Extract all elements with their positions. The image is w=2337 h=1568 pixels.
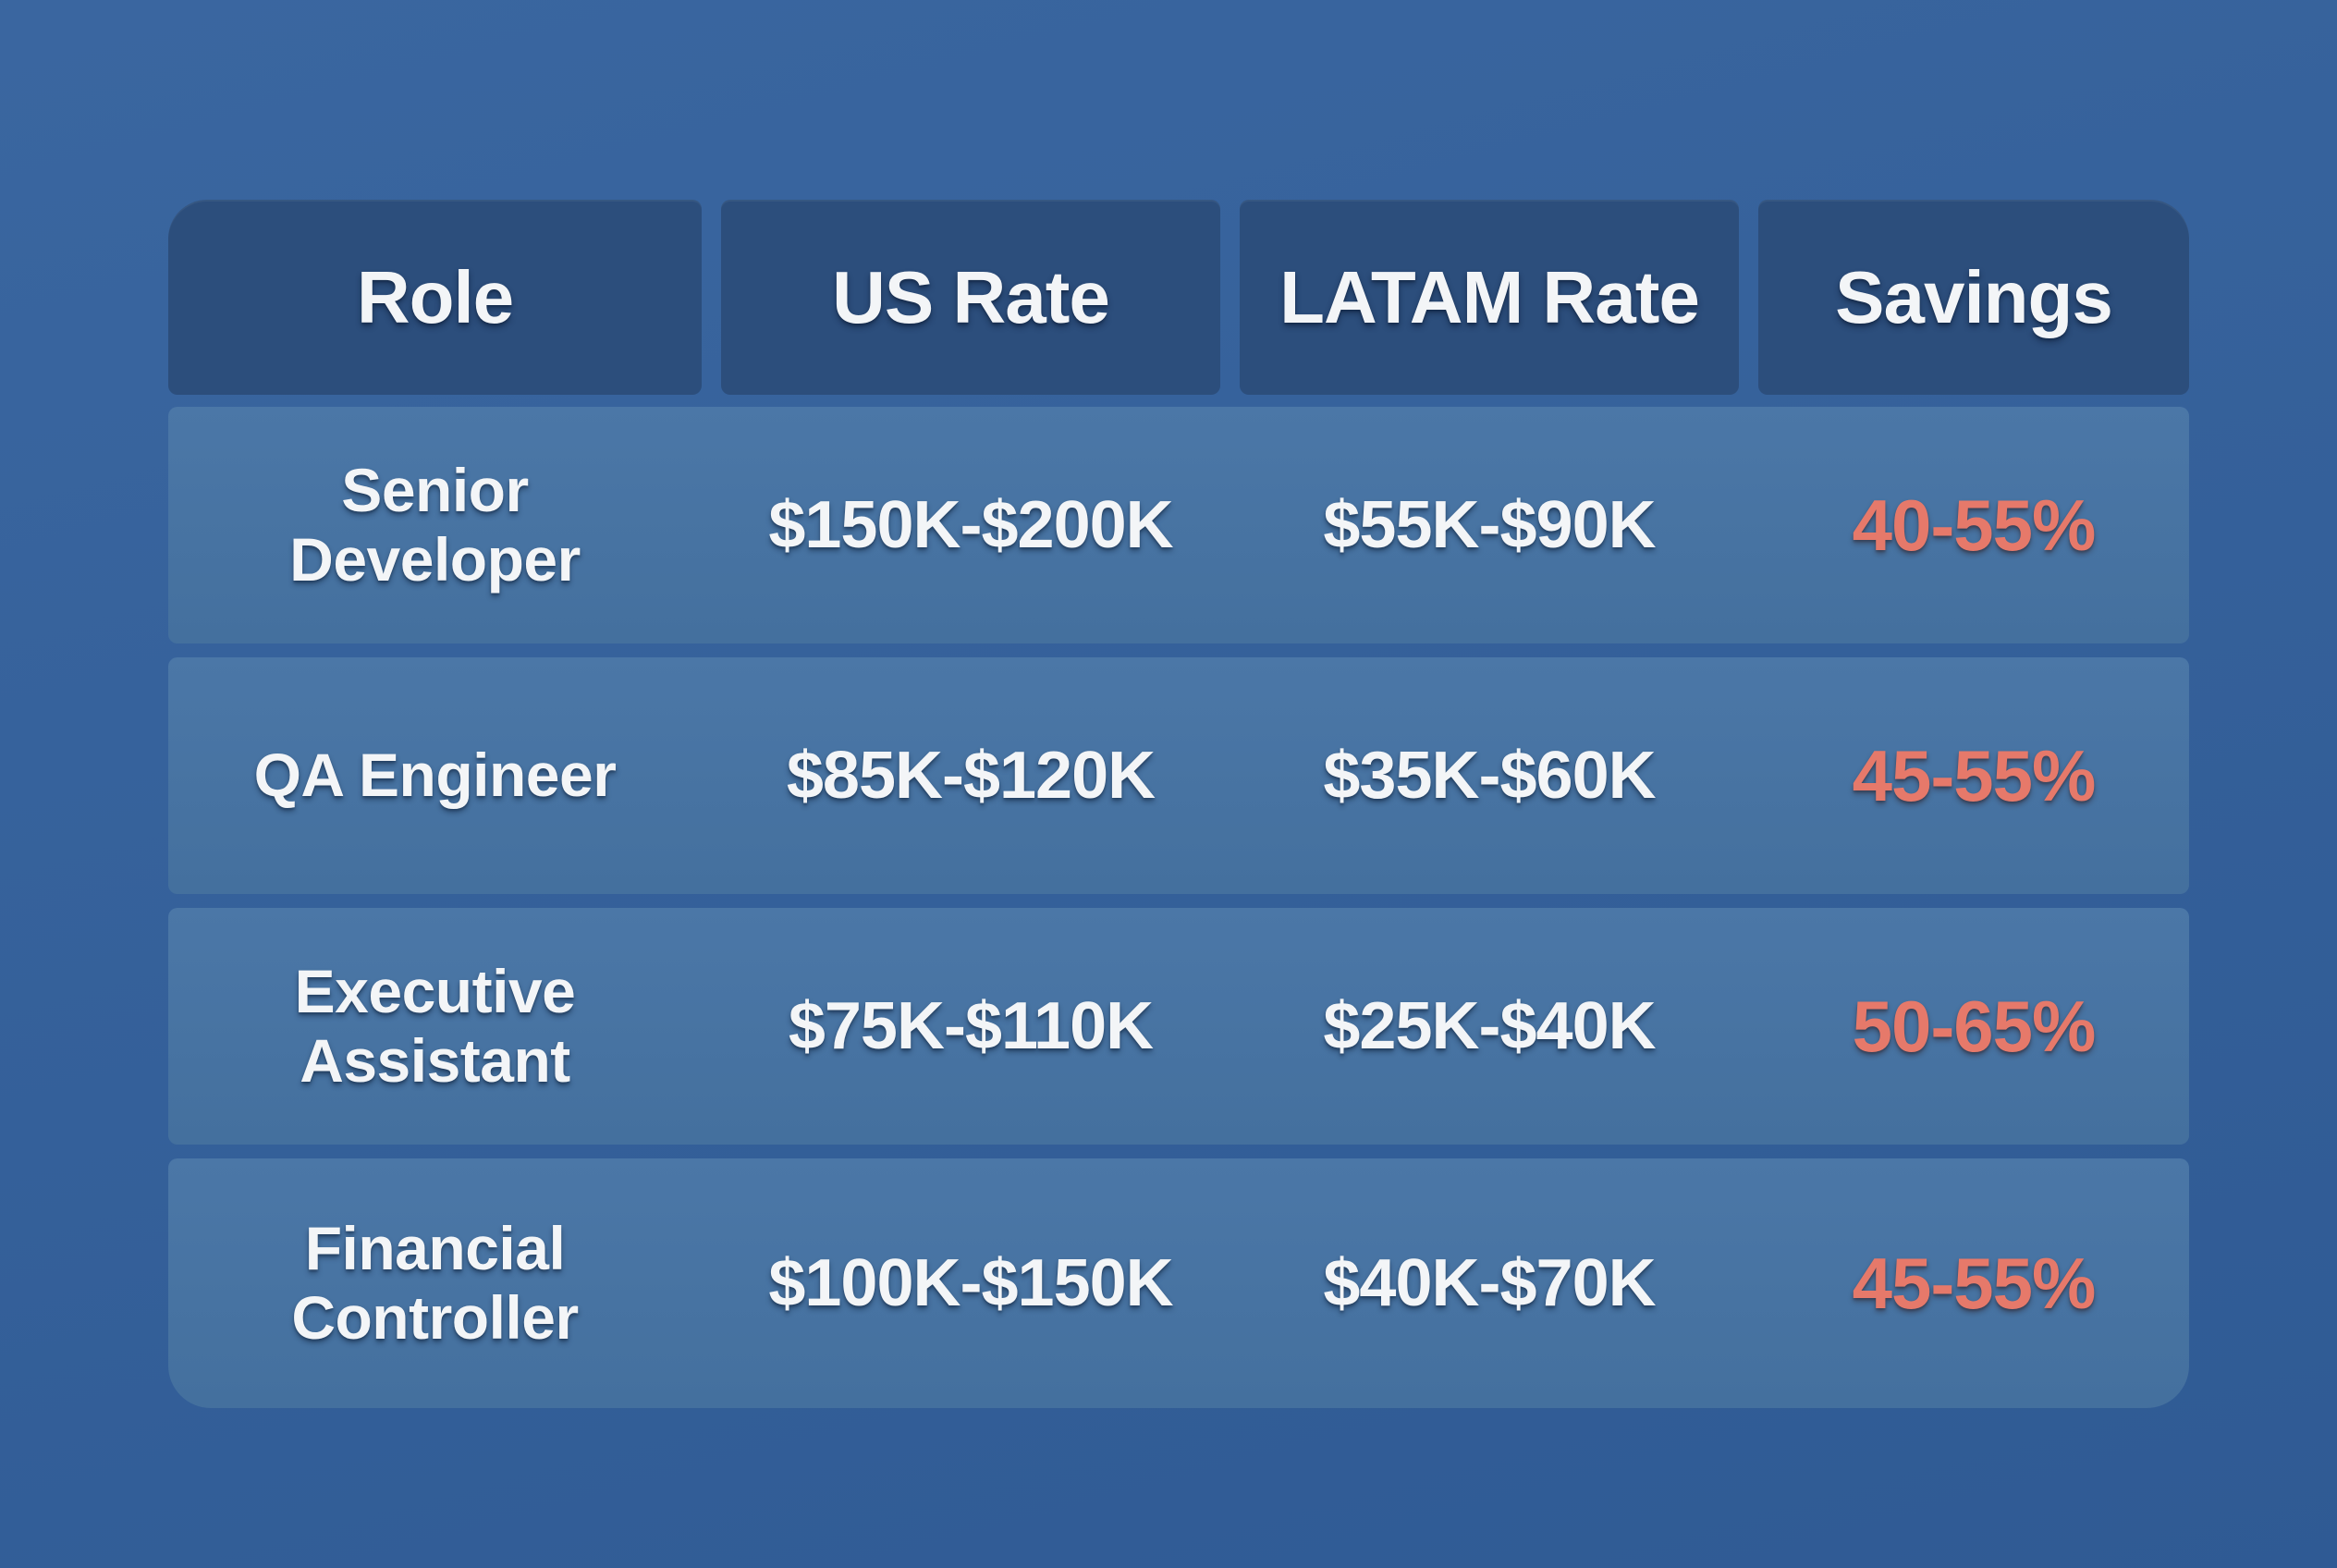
column-header-label: Savings <box>1835 255 2113 338</box>
us-rate-value: $75K-$110K <box>788 989 1154 1063</box>
table-row: QA Engineer $85K-$120K $35K-$60K 45-55% <box>168 657 2189 894</box>
savings-cell: 45-55% <box>1758 1158 2189 1408</box>
us-rate-cell: $150K-$200K <box>721 407 1220 643</box>
role-cell: Financial Controller <box>168 1158 702 1408</box>
savings-value: 45-55% <box>1852 734 2097 816</box>
column-header-role: Role <box>168 200 702 395</box>
savings-cell: 45-55% <box>1758 657 2189 894</box>
us-rate-cell: $85K-$120K <box>721 657 1220 894</box>
column-header-label: Role <box>356 255 514 338</box>
savings-value: 50-65% <box>1852 985 2097 1067</box>
latam-rate-value: $55K-$90K <box>1323 488 1656 562</box>
us-rate-value: $100K-$150K <box>768 1246 1173 1320</box>
column-header-label: US Rate <box>832 255 1110 338</box>
role-cell: Executive Assistant <box>168 908 702 1145</box>
latam-rate-cell: $25K-$40K <box>1240 908 1739 1145</box>
savings-value: 40-55% <box>1852 484 2097 566</box>
savings-value: 45-55% <box>1852 1242 2097 1324</box>
table-header-row: Role US Rate LATAM Rate Savings <box>168 200 2189 395</box>
table-row: Executive Assistant $75K-$110K $25K-$40K… <box>168 908 2189 1145</box>
latam-rate-value: $25K-$40K <box>1323 989 1656 1063</box>
latam-rate-value: $40K-$70K <box>1323 1246 1656 1320</box>
us-rate-value: $85K-$120K <box>786 739 1156 813</box>
latam-rate-value: $35K-$60K <box>1323 739 1656 813</box>
role-value: Executive Assistant <box>294 956 576 1095</box>
role-value: QA Engineer <box>253 741 617 810</box>
latam-rate-cell: $35K-$60K <box>1240 657 1739 894</box>
latam-rate-cell: $55K-$90K <box>1240 407 1739 643</box>
role-value: Financial Controller <box>291 1213 579 1352</box>
column-header-us-rate: US Rate <box>721 200 1220 395</box>
latam-rate-cell: $40K-$70K <box>1240 1158 1739 1408</box>
us-rate-cell: $100K-$150K <box>721 1158 1220 1408</box>
column-header-latam-rate: LATAM Rate <box>1240 200 1739 395</box>
column-header-label: LATAM Rate <box>1279 255 1700 338</box>
table-row: Financial Controller $100K-$150K $40K-$7… <box>168 1158 2189 1408</box>
savings-cell: 50-65% <box>1758 908 2189 1145</box>
column-header-savings: Savings <box>1758 200 2189 395</box>
role-cell: QA Engineer <box>168 657 702 894</box>
savings-cell: 40-55% <box>1758 407 2189 643</box>
us-rate-cell: $75K-$110K <box>721 908 1220 1145</box>
role-cell: Senior Developer <box>168 407 702 643</box>
rate-comparison-table: Role US Rate LATAM Rate Savings Senior D… <box>168 200 2189 1408</box>
us-rate-value: $150K-$200K <box>768 488 1173 562</box>
table-row: Senior Developer $150K-$200K $55K-$90K 4… <box>168 407 2189 643</box>
role-value: Senior Developer <box>289 455 581 594</box>
table-body: Senior Developer $150K-$200K $55K-$90K 4… <box>168 407 2189 1408</box>
